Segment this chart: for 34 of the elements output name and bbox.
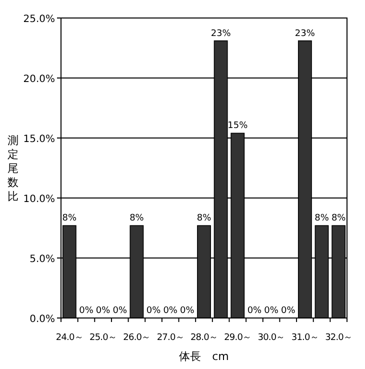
data-label: 0%	[146, 306, 162, 316]
y-axis-title: 測定尾数比	[8, 134, 18, 203]
data-label: 8%	[196, 214, 212, 224]
data-label: 0%	[112, 306, 128, 316]
x-tick-label: 28.0～	[190, 333, 218, 343]
data-label: 8%	[62, 214, 77, 224]
data-label: 8%	[331, 214, 346, 224]
data-label: 0%	[163, 306, 178, 316]
y-tick-label: 25.0%	[23, 14, 55, 25]
x-tick-label: 27.0～	[156, 333, 184, 343]
x-tick-label: 31.0～	[291, 333, 318, 343]
data-label: 23%	[210, 28, 232, 39]
y-tick-label: 0.0%	[30, 314, 55, 325]
x-tick-label: 24.0～	[56, 333, 83, 343]
x-tick-label: 25.0～	[90, 333, 117, 343]
x-tick-label: 30.0～	[258, 333, 285, 343]
y-tick-label: 15.0%	[23, 134, 55, 145]
data-label: 0%	[280, 306, 296, 316]
x-tick-label: 26.0～	[123, 333, 150, 343]
data-label: 0%	[264, 306, 279, 316]
data-label: 8%	[130, 214, 144, 224]
data-label: 0%	[247, 306, 262, 316]
y-tick-label: 10.0%	[23, 194, 55, 205]
y-tick-label: 5.0%	[30, 254, 55, 265]
data-label: 0%	[180, 306, 195, 316]
data-label: 0%	[96, 306, 111, 316]
x-tick-label: 29.0～	[224, 333, 252, 343]
y-tick-label: 20.0%	[23, 74, 55, 85]
data-label: 23%	[294, 28, 316, 39]
data-label: 15%	[228, 121, 248, 132]
data-label: 0%	[79, 306, 94, 316]
data-label: 8%	[314, 214, 330, 224]
x-axis-title: 体長 cm	[179, 350, 229, 363]
x-tick-label: 32.0～	[325, 333, 352, 343]
